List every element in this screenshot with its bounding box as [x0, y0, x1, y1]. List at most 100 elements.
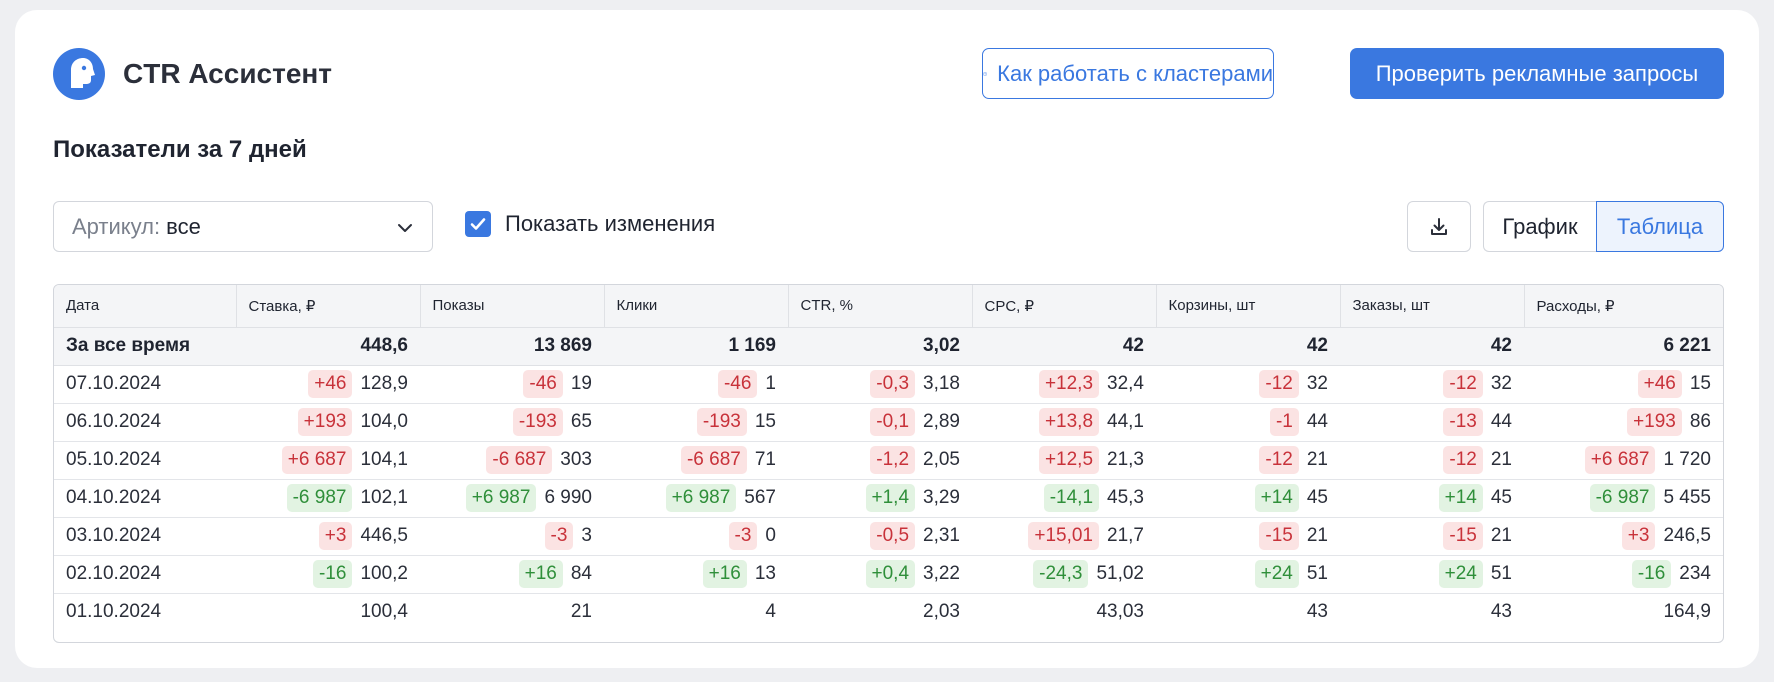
metric-value: 51 [1490, 563, 1512, 584]
metric-cell: -6 687 303 [420, 441, 604, 480]
metric-cell: +16 84 [420, 555, 604, 594]
how-to-clusters-button[interactable]: Как работать с кластерами [982, 48, 1274, 99]
metric-cell: 164,9 [1524, 593, 1723, 631]
change-badge-negative: +193 [297, 408, 353, 436]
change-badge-negative: +15,01 [1028, 522, 1100, 550]
change-badge-positive: +14 [1438, 484, 1483, 512]
metric-value: 164,9 [1663, 601, 1711, 623]
change-badge-positive: -6 987 [286, 484, 353, 512]
metric-value: 104,0 [360, 411, 408, 432]
metric-value: 51,02 [1096, 563, 1144, 584]
change-badge-positive: +16 [702, 560, 747, 588]
download-icon [1431, 217, 1447, 235]
change-badge-negative: +46 [1637, 370, 1682, 398]
metric-value: 15 [754, 411, 776, 432]
check-ad-queries-button[interactable]: Проверить рекламные запросы [1350, 48, 1724, 99]
metric-value: 2,89 [923, 411, 960, 432]
metric-cell: 43,03 [972, 593, 1156, 631]
table-body: За все время 448,6 13 869 1 169 3,02 42 42 42 6 … [54, 327, 1723, 631]
change-badge-negative: +6 687 [1584, 446, 1656, 474]
metric-cell: +1,4 3,29 [788, 479, 972, 518]
change-badge-negative: -46 [717, 370, 758, 398]
column-header: Показы [420, 285, 605, 328]
metric-value: 2,03 [923, 601, 960, 623]
change-badge-negative: -12 [1259, 446, 1299, 474]
metric-cell: +24 51 [1340, 555, 1524, 594]
metric-cell: 21 [420, 593, 604, 631]
total-cell: 42 [1340, 327, 1524, 366]
metric-value: 15 [1689, 373, 1711, 394]
metric-value: 246,5 [1663, 525, 1711, 546]
change-badge-negative: -46 [523, 370, 563, 398]
column-header: Корзины, шт [1156, 285, 1341, 328]
metric-cell: -46 19 [420, 365, 604, 404]
show-changes-label: Показать изменения [505, 211, 716, 236]
metric-cell: +14 45 [1156, 479, 1340, 518]
show-changes-toggle[interactable]: Показать изменения [465, 211, 715, 237]
column-header: Ставка, ₽ [236, 285, 421, 328]
date-cell: 01.10.2024 [66, 601, 162, 623]
change-badge-negative: -6 687 [680, 446, 747, 474]
metric-value: 2,31 [923, 525, 960, 546]
article-select[interactable]: Артикул: все [53, 201, 433, 252]
metric-cell: +14 45 [1340, 479, 1524, 518]
metric-value: 21,7 [1107, 525, 1144, 546]
total-cell: 1 169 [604, 327, 788, 366]
show-changes-checkbox[interactable] [465, 211, 491, 237]
view-chart-button[interactable]: График [1483, 201, 1596, 252]
change-badge-negative: -3 [728, 522, 758, 550]
metric-value: 3,29 [923, 487, 960, 508]
metric-value: 86 [1689, 411, 1711, 432]
column-header: Клики [604, 285, 789, 328]
metric-value: 32,4 [1107, 373, 1144, 394]
metric-value: 3,22 [923, 563, 960, 584]
change-badge-positive: +0,4 [865, 560, 916, 588]
metric-cell: -12 21 [1156, 441, 1340, 480]
metric-cell: +16 13 [604, 555, 788, 594]
metric-cell: -12 32 [1340, 365, 1524, 404]
metric-cell: -1,2 2,05 [788, 441, 972, 480]
metric-value: 6 990 [544, 487, 592, 508]
metric-cell: -24,3 51,02 [972, 555, 1156, 594]
metric-cell: -6 687 71 [604, 441, 788, 480]
change-badge-negative: -0,3 [870, 370, 916, 398]
metric-cell: +46 128,9 [236, 365, 420, 404]
metric-cell: -15 21 [1156, 517, 1340, 556]
metric-value: 104,1 [360, 449, 408, 470]
metric-cell: 100,4 [236, 593, 420, 631]
change-badge-negative: -3 [544, 522, 574, 550]
view-table-button[interactable]: Таблица [1596, 201, 1724, 252]
change-badge-negative: -15 [1259, 522, 1299, 550]
metric-value: 51 [1306, 563, 1328, 584]
column-header: CTR, % [788, 285, 973, 328]
date-cell: 02.10.2024 [54, 555, 236, 594]
metric-value: 3,18 [923, 373, 960, 394]
metric-cell: -6 987 5 455 [1524, 479, 1723, 518]
metric-value: 100,4 [360, 601, 408, 623]
change-badge-positive: +6 987 [665, 484, 737, 512]
metric-value: 303 [560, 449, 592, 470]
metric-value: 4 [765, 601, 776, 623]
column-header: Заказы, шт [1340, 285, 1525, 328]
change-badge-negative: -12 [1443, 370, 1483, 398]
metric-cell: +6 687 104,1 [236, 441, 420, 480]
download-button[interactable] [1407, 201, 1471, 252]
change-badge-negative: -15 [1443, 522, 1483, 550]
change-badge-positive: -16 [312, 560, 353, 588]
metric-value: 43,03 [1096, 601, 1144, 623]
metric-value: 19 [570, 373, 592, 394]
metric-cell: -15 21 [1340, 517, 1524, 556]
metric-cell: -16 100,2 [236, 555, 420, 594]
date-cell: 03.10.2024 [54, 517, 236, 556]
metric-value: 45 [1306, 487, 1328, 508]
metric-value: 45,3 [1107, 487, 1144, 508]
total-cell: 42 [972, 327, 1156, 366]
metric-cell: -0,5 2,31 [788, 517, 972, 556]
change-badge-positive: +16 [518, 560, 563, 588]
metric-cell: +0,4 3,22 [788, 555, 972, 594]
change-badge-positive: +1,4 [865, 484, 916, 512]
metric-cell: +46 15 [1524, 365, 1723, 404]
metric-value: 44,1 [1107, 411, 1144, 432]
metric-value: 1 720 [1663, 449, 1711, 470]
change-badge-positive: +24 [1438, 560, 1483, 588]
